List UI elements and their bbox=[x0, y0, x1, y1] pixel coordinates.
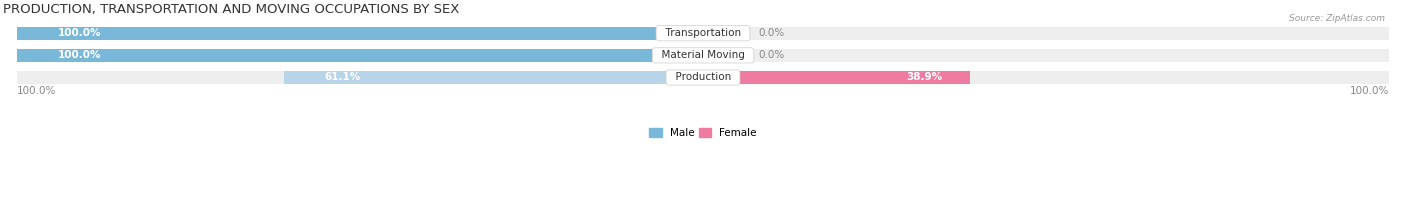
Legend: Male, Female: Male, Female bbox=[645, 124, 761, 142]
Bar bbox=[17, 49, 1389, 62]
Text: 61.1%: 61.1% bbox=[325, 72, 361, 83]
Text: Production: Production bbox=[669, 72, 737, 83]
Text: Material Moving: Material Moving bbox=[655, 50, 751, 60]
Bar bbox=[703, 71, 970, 84]
Bar bbox=[703, 49, 737, 62]
Bar bbox=[17, 27, 1389, 40]
Text: 100.0%: 100.0% bbox=[17, 86, 56, 96]
Bar bbox=[17, 49, 703, 62]
Bar bbox=[284, 71, 703, 84]
Text: 100.0%: 100.0% bbox=[58, 50, 101, 60]
Text: 100.0%: 100.0% bbox=[1350, 86, 1389, 96]
Bar bbox=[17, 27, 703, 40]
Text: 100.0%: 100.0% bbox=[58, 28, 101, 38]
Text: 38.9%: 38.9% bbox=[907, 72, 942, 83]
Bar bbox=[703, 27, 737, 40]
Text: 0.0%: 0.0% bbox=[758, 50, 785, 60]
Text: Transportation: Transportation bbox=[658, 28, 748, 38]
Bar bbox=[17, 71, 1389, 84]
Text: Source: ZipAtlas.com: Source: ZipAtlas.com bbox=[1289, 14, 1385, 23]
Text: 0.0%: 0.0% bbox=[758, 28, 785, 38]
Text: PRODUCTION, TRANSPORTATION AND MOVING OCCUPATIONS BY SEX: PRODUCTION, TRANSPORTATION AND MOVING OC… bbox=[3, 3, 460, 16]
